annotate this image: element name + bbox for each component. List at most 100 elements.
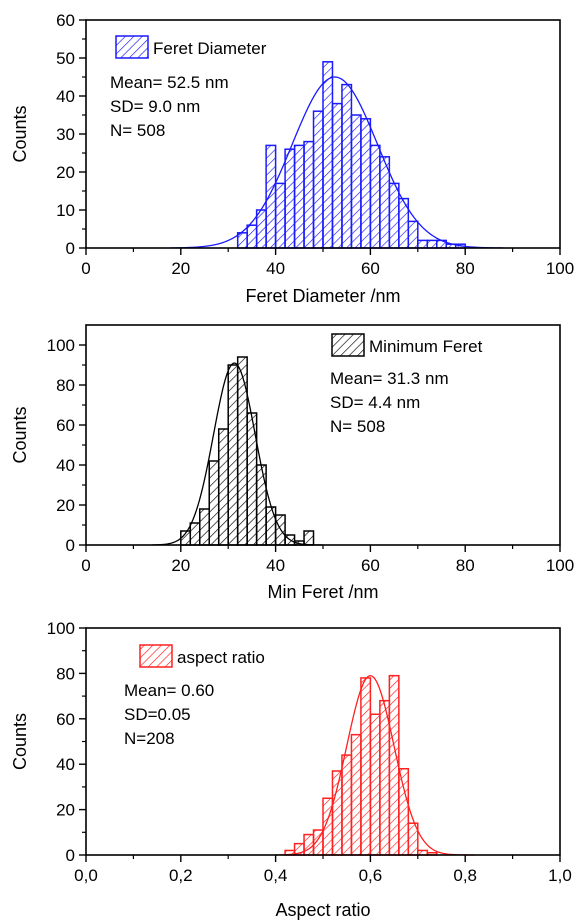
x-tick-label: 0 — [81, 556, 90, 575]
stats-line: N=208 — [124, 729, 175, 748]
stats-line: SD=0.05 — [124, 705, 191, 724]
histogram-bar — [274, 182, 286, 249]
y-tick-label: 0 — [66, 239, 75, 258]
histogram-bar — [398, 767, 410, 856]
y-tick-label: 40 — [56, 87, 75, 106]
y-tick-label: 20 — [56, 163, 75, 182]
histogram-bar — [303, 140, 315, 249]
x-axis-label: Min Feret /nm — [267, 582, 378, 602]
y-tick-label: 100 — [47, 336, 75, 355]
x-tick-label: 0,8 — [453, 866, 477, 885]
gaussian-fit-curve — [275, 675, 475, 856]
x-tick-label: 0,6 — [359, 866, 383, 885]
histogram-bar — [341, 754, 353, 856]
y-tick-label: 20 — [56, 496, 75, 515]
histogram-bar — [189, 522, 201, 546]
y-tick-label: 0 — [66, 846, 75, 865]
histogram-bar — [407, 220, 419, 249]
stats-line: Mean= 31.3 nm — [330, 369, 449, 388]
y-tick-label: 40 — [56, 755, 75, 774]
histogram-bar — [369, 144, 381, 249]
histogram-bar — [236, 356, 248, 546]
y-tick-label: 10 — [56, 201, 75, 220]
histogram-bar — [369, 713, 381, 856]
legend-swatch — [139, 644, 173, 668]
legend-swatch — [115, 35, 149, 59]
gaussian-fit-curve — [152, 362, 324, 546]
histogram-bar — [379, 699, 391, 856]
x-tick-label: 0,0 — [74, 866, 98, 885]
legend-swatch — [331, 333, 365, 357]
stats-line: SD= 9.0 nm — [110, 97, 200, 116]
histogram-bar — [246, 224, 258, 249]
stats-line: Mean= 52.5 nm — [110, 73, 229, 92]
legend-label: Feret Diameter — [153, 39, 267, 58]
histogram-bar — [426, 239, 438, 249]
chart-panel-1: 0 20 40 60 80 100 0 10 20 30 40 50 60 Feret Diameter … — [10, 11, 574, 306]
histogram-bar — [255, 209, 267, 249]
y-tick-label: 100 — [47, 619, 75, 638]
legend-label: Minimum Feret — [369, 337, 483, 356]
y-tick-label: 60 — [56, 710, 75, 729]
y-axis-label: Counts — [10, 406, 30, 463]
x-tick-label: 0 — [81, 259, 90, 278]
y-axis-label: Counts — [10, 713, 30, 770]
y-axis-label: Counts — [10, 105, 30, 162]
histogram-bar — [388, 182, 400, 249]
stats-line: N= 508 — [110, 121, 165, 140]
histogram-bar — [322, 61, 334, 249]
x-axis-label: Aspect ratio — [275, 900, 370, 920]
x-tick-label: 60 — [361, 556, 380, 575]
histogram-bar — [360, 118, 372, 249]
histogram-bar — [227, 364, 239, 546]
histogram-bar — [265, 506, 277, 546]
histogram-bar — [360, 677, 372, 856]
stats-line: N= 508 — [330, 417, 385, 436]
x-tick-label: 1,0 — [548, 866, 572, 885]
y-tick-label: 80 — [56, 664, 75, 683]
y-tick-label: 0 — [66, 536, 75, 555]
legend-label: aspect ratio — [177, 648, 265, 667]
y-tick-label: 60 — [56, 416, 75, 435]
x-tick-label: 20 — [171, 259, 190, 278]
y-tick-label: 20 — [56, 801, 75, 820]
x-tick-label: 80 — [456, 259, 475, 278]
gaussian-fit-curve — [171, 76, 504, 249]
histogram-bar — [284, 148, 296, 249]
x-axis-label: Feret Diameter /nm — [245, 286, 400, 306]
y-tick-label: 60 — [56, 11, 75, 30]
histogram-bar — [331, 102, 343, 249]
histogram-bar — [236, 232, 248, 249]
x-tick-label: 100 — [546, 259, 574, 278]
histogram-bar — [388, 674, 400, 856]
y-tick-label: 30 — [56, 125, 75, 144]
histogram-bar — [303, 833, 315, 856]
x-tick-label: 80 — [456, 556, 475, 575]
stats-line: Mean= 0.60 — [124, 681, 214, 700]
x-tick-label: 100 — [546, 556, 574, 575]
plot-frame — [85, 324, 561, 546]
chart-panel-2: 0 20 40 60 80 100 0 20 40 60 80 100 Min Feret /nm Cou… — [10, 324, 574, 602]
x-tick-label: 60 — [361, 259, 380, 278]
x-tick-label: 0,2 — [169, 866, 193, 885]
histogram-bar — [255, 464, 267, 546]
histogram-bar — [293, 144, 305, 249]
histogram-bar — [303, 530, 315, 546]
histogram-bar — [199, 508, 210, 546]
x-tick-label: 0,4 — [264, 866, 288, 885]
histogram-bar — [331, 770, 343, 856]
histogram-bar — [208, 460, 220, 546]
chart-panel-3: 0,0 0,2 0,4 0,6 0,8 1,0 0 20 40 60 80 100 Aspect rat… — [10, 619, 572, 920]
histogram-bar — [341, 83, 353, 249]
stats-line: SD= 4.4 nm — [330, 393, 420, 412]
x-tick-label: 40 — [266, 259, 285, 278]
y-tick-label: 80 — [56, 376, 75, 395]
histogram-bar — [217, 428, 229, 546]
y-tick-label: 50 — [56, 49, 75, 68]
y-tick-label: 40 — [56, 456, 75, 475]
histogram-bar — [350, 733, 362, 856]
histogram-bar — [350, 114, 362, 249]
histogram-bar — [265, 144, 277, 249]
x-tick-label: 40 — [266, 556, 285, 575]
